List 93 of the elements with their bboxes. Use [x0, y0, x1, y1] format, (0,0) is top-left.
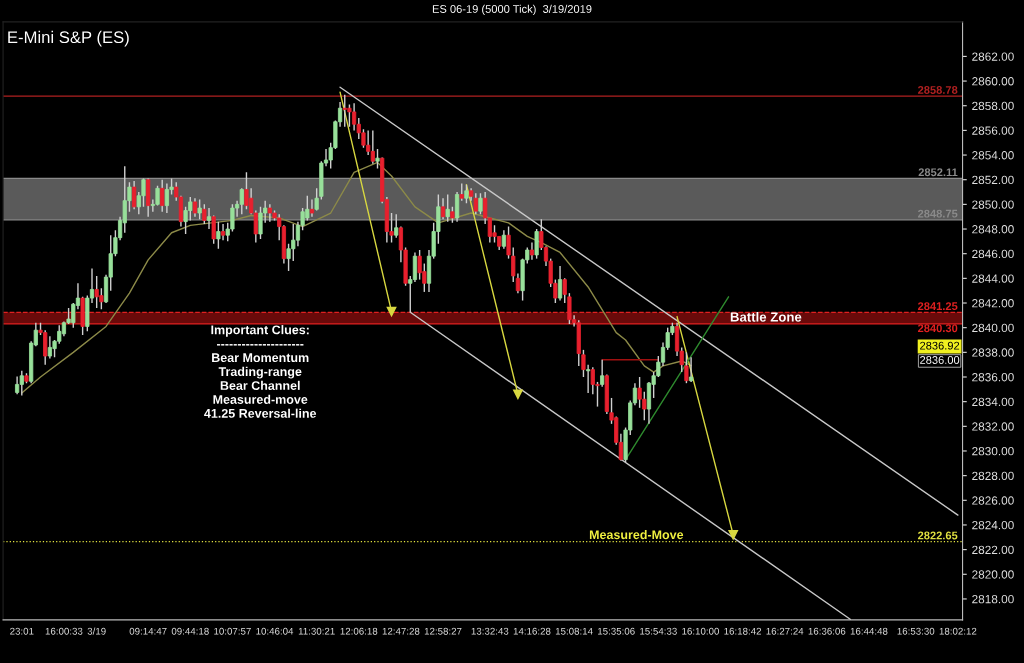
candlestick — [19, 370, 24, 397]
candlestick — [244, 171, 249, 210]
candlestick — [473, 192, 478, 215]
chart-title: ES 06-19 (5000 Tick) 3/19/2019 — [432, 4, 592, 16]
candlestick — [445, 193, 450, 223]
x-tick-label: 12:47:28 — [382, 627, 420, 635]
x-tick-label: 10:46:04 — [256, 627, 294, 635]
x-tick-label: 09:14:47 — [129, 627, 167, 635]
x-tick-label: 18:02:12 — [939, 627, 977, 635]
candlestick — [309, 198, 315, 218]
point — [513, 389, 523, 400]
annotation: Important Clues: --------------------- Bear Momentum Trading-range Bear Channel Measured-move 41.25 Reversal-line — [204, 325, 317, 418]
y-tick-label: 2842.00 — [972, 299, 1014, 308]
y-tick-label: 2860.00 — [972, 77, 1014, 86]
x-tick-label: 15:35:06 — [598, 627, 635, 635]
x-tick-label: 16:18:42 — [724, 627, 762, 635]
y-tick-label: 2850.00 — [972, 200, 1014, 209]
candlestick — [132, 180, 137, 210]
x-tick-label: 16:53:30 — [897, 627, 935, 635]
x-tick-label: 16:44:48 — [850, 627, 888, 635]
candlestick — [684, 351, 689, 384]
candlestick — [206, 207, 212, 230]
x-tick-label: 3/19 — [87, 627, 106, 635]
candlestick — [478, 192, 483, 215]
point — [728, 529, 739, 540]
x-tick-label: 16:36:06 — [808, 627, 846, 635]
x-tick-label: 13:32:43 — [471, 627, 509, 635]
x-tick-label: 12:58:27 — [424, 627, 462, 635]
y-tick-label: 2848.00 — [972, 225, 1014, 234]
annotation: 2836.92 — [920, 341, 960, 350]
y-tick-label: 2852.00 — [972, 175, 1014, 185]
y-tick-label: 2854.00 — [972, 151, 1014, 160]
x-tick-label: 14:16:28 — [513, 627, 551, 635]
band-label: Battle Zone — [730, 311, 802, 322]
y-tick-label: 2856.00 — [972, 126, 1014, 135]
y-tick-label: 2822.00 — [972, 545, 1014, 555]
candlestick — [440, 197, 446, 220]
ref-line-label: 2852.11 — [918, 168, 958, 177]
candlestick — [160, 179, 165, 213]
x-tick-label: 15:08:14 — [555, 627, 593, 635]
y-tick-label: 2830.00 — [972, 447, 1014, 456]
candlestick — [600, 359, 605, 388]
candlestick — [586, 363, 591, 394]
point — [386, 306, 397, 317]
candlestick — [394, 213, 399, 239]
candlestick — [220, 223, 226, 241]
x-tick-label: 23:01 — [10, 627, 34, 635]
annotation: 2836.00 — [920, 356, 960, 364]
candlestick — [688, 356, 694, 383]
candlestick — [202, 203, 207, 225]
candlestick — [562, 277, 567, 304]
ref-line-label: 2858.78 — [917, 86, 958, 94]
y-tick-label: 2832.00 — [972, 422, 1014, 431]
candlestick — [412, 251, 418, 283]
ref-line-label: 2841.25 — [917, 302, 958, 311]
x-tick-label: 15:54:33 — [640, 627, 677, 635]
annotation: Measured-Move — [589, 529, 684, 540]
y-tick-label: 2846.00 — [972, 249, 1014, 259]
y-tick-label: 2862.00 — [972, 52, 1014, 61]
candlestick — [197, 198, 202, 220]
y-tick-label: 2824.00 — [972, 520, 1014, 530]
candlestick — [506, 225, 511, 260]
candlestick — [501, 229, 506, 250]
x-tick-label: 16:10:00 — [682, 627, 719, 635]
candlestick — [557, 265, 563, 302]
x-tick-label: 09:44:18 — [171, 627, 209, 635]
candlestick — [192, 197, 198, 218]
candlestick — [375, 148, 380, 170]
candlestick — [370, 129, 375, 165]
y-tick-label: 2828.00 — [972, 471, 1014, 481]
y-tick-label: 2820.00 — [972, 570, 1014, 579]
x-tick-label: 16:27:24 — [766, 627, 804, 635]
candlestick — [534, 228, 539, 260]
y-tick-label: 2840.00 — [972, 323, 1014, 333]
candlestick — [216, 220, 221, 250]
candlestick — [567, 292, 572, 325]
y-tick-label: 2826.00 — [972, 496, 1014, 505]
x-tick-label: 16:00:33 — [45, 627, 83, 635]
x-tick-label: 10:07:57 — [214, 627, 251, 635]
text: E-Mini S&P (ES) — [8, 30, 129, 47]
candlestick — [239, 187, 244, 215]
ref-line-label: 2822.65 — [917, 531, 958, 540]
y-tick-label: 2838.00 — [972, 348, 1014, 357]
y-tick-label: 2844.00 — [972, 274, 1014, 283]
y-tick-label: 2834.00 — [972, 397, 1014, 407]
x-tick-label: 11:30:21 — [298, 627, 335, 635]
y-tick-label: 2858.00 — [972, 101, 1014, 111]
y-tick-label: 2818.00 — [972, 594, 1014, 604]
candlestick — [464, 183, 469, 204]
ref-line-label: 2840.30 — [917, 324, 958, 333]
y-tick-label: 2836.00 — [972, 373, 1014, 382]
candlestick — [454, 191, 460, 223]
x-tick-label: 12:06:18 — [340, 627, 378, 635]
